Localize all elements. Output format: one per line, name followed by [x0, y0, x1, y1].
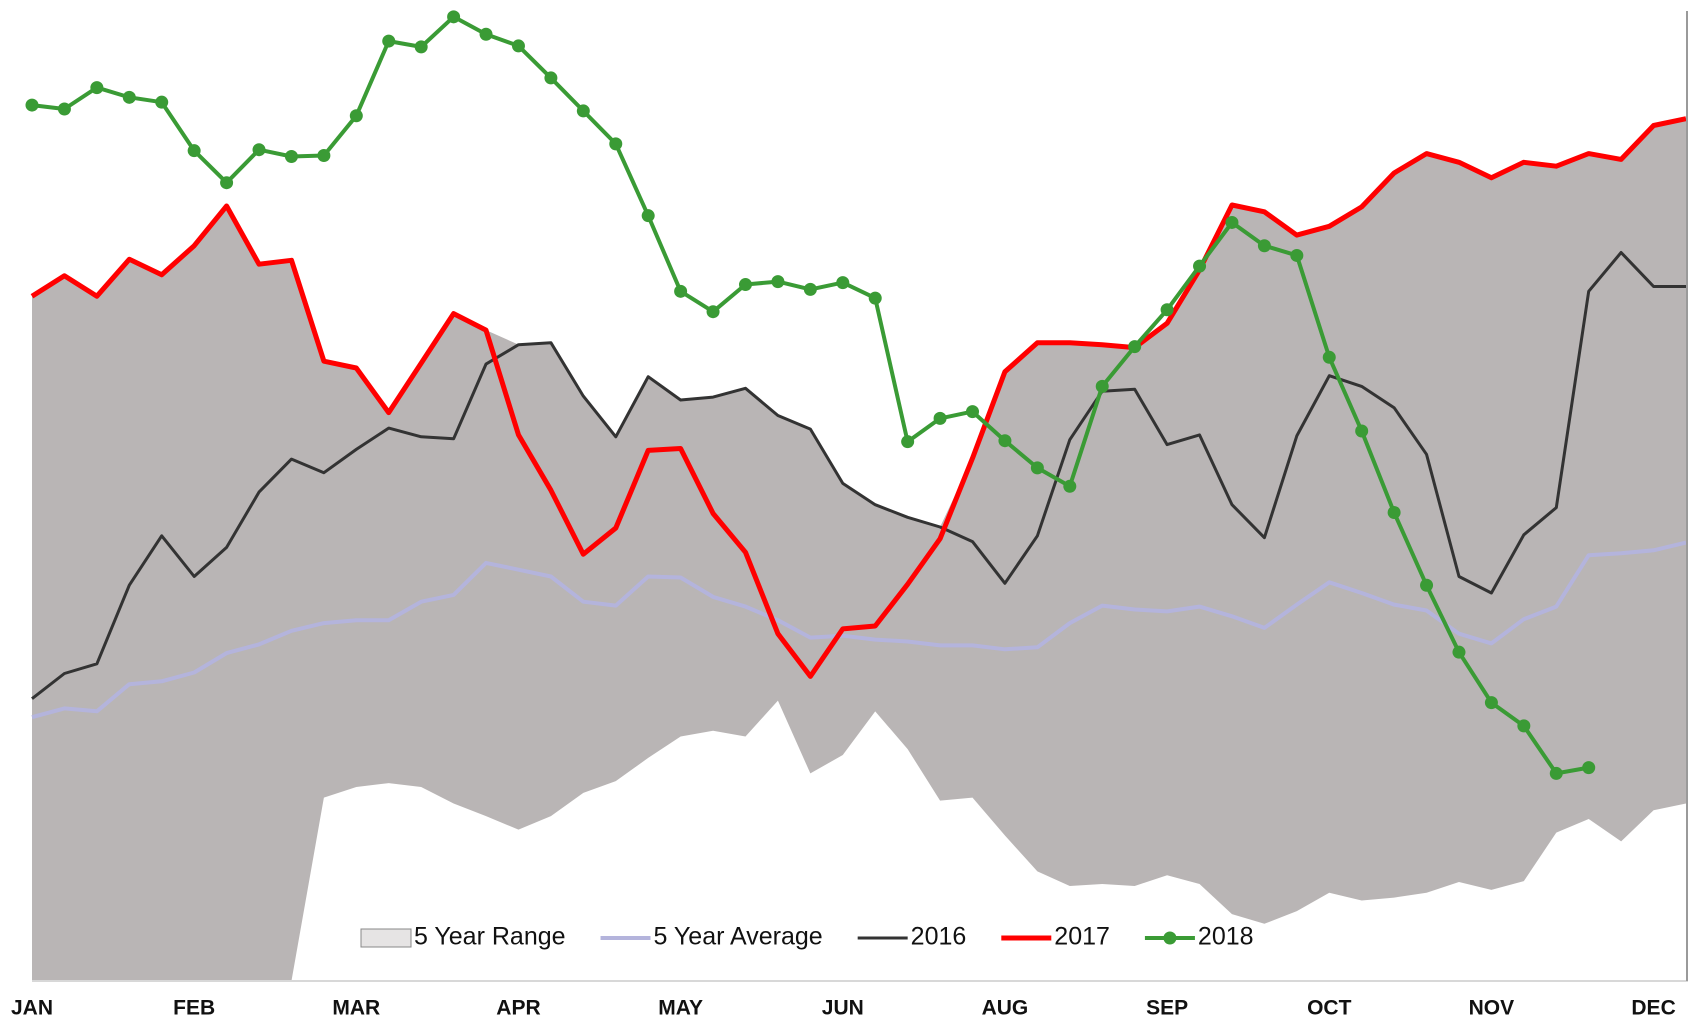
- point-marker: [1225, 215, 1239, 229]
- point-marker: [544, 71, 558, 85]
- point-marker: [187, 144, 201, 158]
- point-marker: [1128, 340, 1142, 354]
- point-marker: [576, 104, 590, 118]
- point-marker: [771, 275, 785, 289]
- legend-swatch: [360, 928, 412, 948]
- point-marker: [1387, 505, 1401, 519]
- x-tick-label: MAR: [332, 997, 380, 1020]
- legend-label: 2018: [1198, 923, 1254, 951]
- point-marker: [1582, 761, 1596, 775]
- point-marker: [479, 27, 493, 41]
- x-tick-label: JUN: [822, 997, 864, 1020]
- point-marker: [1095, 379, 1109, 393]
- legend-label: 2016: [911, 923, 967, 951]
- x-tick-label: MAY: [658, 997, 703, 1020]
- x-tick-label: APR: [496, 997, 540, 1020]
- point-marker: [57, 102, 71, 116]
- x-tick-label: FEB: [173, 997, 215, 1020]
- point-marker: [220, 176, 234, 190]
- point-marker: [317, 149, 331, 163]
- point-marker: [1517, 719, 1531, 733]
- x-tick-label: SEP: [1146, 997, 1188, 1020]
- point-marker: [90, 81, 104, 95]
- series-line: [30, 116, 1687, 679]
- legend: 5 Year Range 5 Year Average 2016 2017 2018: [360, 923, 1254, 951]
- x-tick-label: AUG: [982, 997, 1029, 1020]
- point-marker: [1420, 578, 1434, 592]
- point-marker: [1290, 248, 1304, 262]
- legend-label: 5 Year Range: [414, 923, 566, 951]
- point-marker: [1355, 424, 1369, 438]
- point-marker: [998, 434, 1012, 448]
- point-marker: [1193, 259, 1207, 273]
- point-marker: [252, 143, 266, 157]
- point-marker: [1549, 766, 1563, 780]
- point-marker: [901, 435, 915, 449]
- point-marker: [122, 90, 136, 104]
- point-marker: [674, 284, 688, 298]
- point-marker: [1063, 479, 1077, 493]
- plot-area: JAN FEB MAR APR MAY JUN AUG SEP OCT NOV DEC 5 Year …: [11, 10, 1687, 1020]
- series-line: [31, 251, 1686, 700]
- point-marker: [706, 305, 720, 319]
- point-marker: [349, 109, 363, 123]
- legend-label: 2017: [1054, 923, 1110, 951]
- point-marker: [1030, 461, 1044, 475]
- point-marker: [1257, 239, 1271, 253]
- point-marker: [1452, 645, 1466, 659]
- point-marker: [966, 405, 980, 419]
- point-marker: [155, 95, 169, 109]
- point-marker: [511, 39, 525, 53]
- point-marker: [641, 209, 655, 223]
- point-marker: [868, 291, 882, 305]
- legend-marker: [1163, 931, 1177, 945]
- x-tick-label: NOV: [1469, 997, 1515, 1020]
- point-marker: [447, 10, 461, 24]
- point-marker: [1322, 350, 1336, 364]
- x-tick-label: OCT: [1307, 997, 1352, 1020]
- point-marker: [738, 278, 752, 292]
- x-tick-label: JAN: [11, 997, 53, 1020]
- x-tick-label: DEC: [1631, 997, 1675, 1020]
- range-area: [32, 118, 1686, 982]
- point-marker: [414, 40, 428, 54]
- point-marker: [933, 411, 947, 425]
- point-marker: [1160, 303, 1174, 317]
- point-marker: [1484, 696, 1498, 710]
- point-marker: [803, 282, 817, 296]
- point-marker: [609, 137, 623, 151]
- series-line: [31, 540, 1687, 720]
- point-marker: [382, 34, 396, 48]
- point-marker: [25, 98, 39, 112]
- point-marker: [284, 150, 298, 163]
- point-marker: [836, 276, 850, 290]
- legend-label: 5 Year Average: [654, 923, 823, 951]
